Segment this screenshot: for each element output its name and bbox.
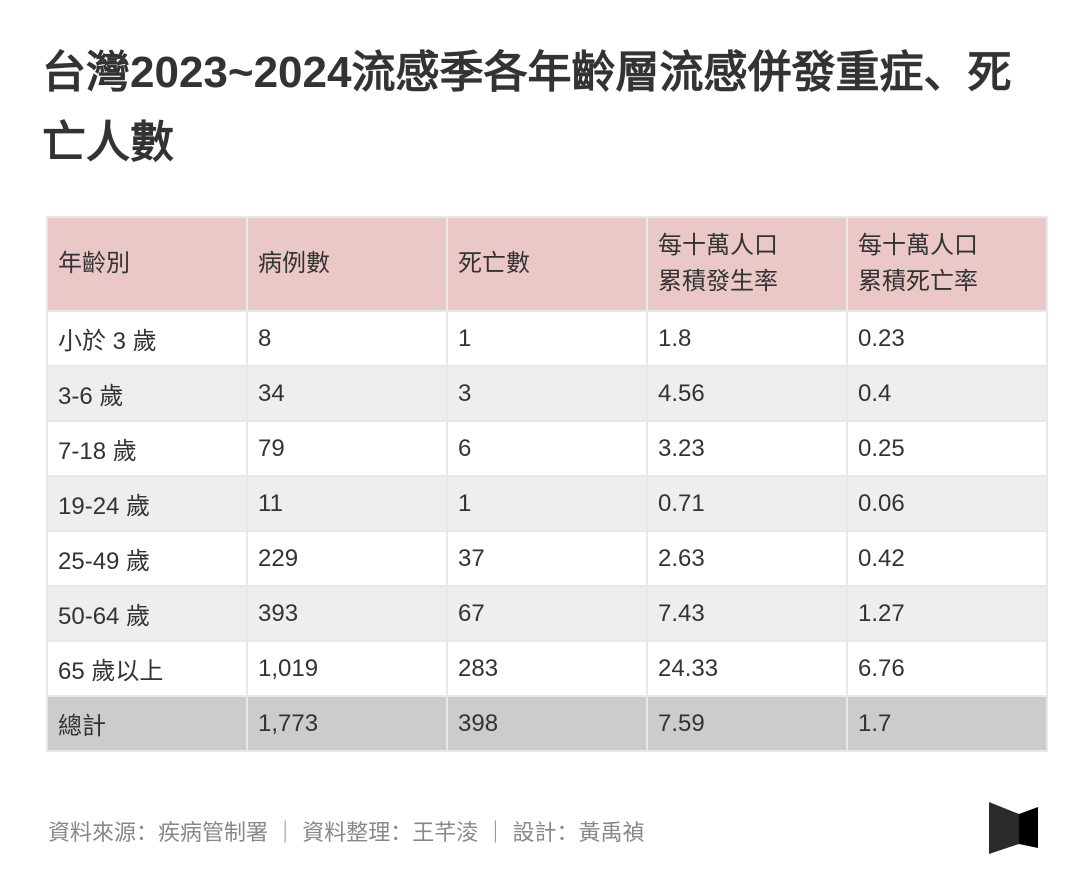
table-cell: 24.33 (646, 640, 848, 697)
table-cell: 0.4 (846, 365, 1048, 422)
source-credits: 資料來源：疾病管制署 ｜ 資料整理：王芊淩 ｜ 設計：黃禹禎 (48, 820, 645, 845)
table-cell: 11 (246, 475, 448, 532)
table-cell: 229 (246, 530, 448, 587)
table-cell: 1,773 (246, 695, 448, 752)
table-row: 50-64 歲 393 67 7.43 1.27 (46, 585, 1048, 642)
page-title: 台灣2023~2024流感季各年齡層流感併發重症、死亡人數 (42, 48, 1012, 167)
data-table: 年齡別 病例數 死亡數 每十萬人口 累積發生率 每十萬人口 累積死亡率 小於 3 歲 8 1 1.… (46, 216, 1048, 752)
publisher-logo-icon (989, 802, 1038, 854)
table-cell: 總計 (46, 695, 248, 752)
table-cell: 3.23 (646, 420, 848, 477)
table-cell: 6.76 (846, 640, 1048, 697)
table-header: 年齡別 病例數 死亡數 每十萬人口 累積發生率 每十萬人口 累積死亡率 (46, 216, 1048, 312)
column-header: 病例數 (246, 216, 448, 312)
table-cell: 7.43 (646, 585, 848, 642)
table-cell: 1 (446, 310, 648, 367)
table-cell: 8 (246, 310, 448, 367)
table-cell: 50-64 歲 (46, 585, 248, 642)
table-cell: 1.27 (846, 585, 1048, 642)
table-cell: 1,019 (246, 640, 448, 697)
table-cell: 0.42 (846, 530, 1048, 587)
table-row: 7-18 歲 79 6 3.23 0.25 (46, 420, 1048, 477)
total-row: 總計 1,773 398 7.59 1.7 (46, 695, 1048, 752)
table-cell: 7.59 (646, 695, 848, 752)
table-cell: 4.56 (646, 365, 848, 422)
table-cell: 7-18 歲 (46, 420, 248, 477)
table-cell: 6 (446, 420, 648, 477)
table-cell: 0.71 (646, 475, 848, 532)
table-cell: 1 (446, 475, 648, 532)
table-cell: 398 (446, 695, 648, 752)
table-row: 3-6 歲 34 3 4.56 0.4 (46, 365, 1048, 422)
table-cell: 小於 3 歲 (46, 310, 248, 367)
table-cell: 79 (246, 420, 448, 477)
table-cell: 67 (446, 585, 648, 642)
table-cell: 34 (246, 365, 448, 422)
table-cell: 0.06 (846, 475, 1048, 532)
table-cell: 283 (446, 640, 648, 697)
column-header: 死亡數 (446, 216, 648, 312)
column-header: 每十萬人口 累積死亡率 (846, 216, 1048, 312)
table-cell: 37 (446, 530, 648, 587)
table-cell: 1.8 (646, 310, 848, 367)
column-header: 年齡別 (46, 216, 248, 312)
table-row: 25-49 歲 229 37 2.63 0.42 (46, 530, 1048, 587)
table-row: 19-24 歲 11 1 0.71 0.06 (46, 475, 1048, 532)
table-cell: 65 歲以上 (46, 640, 248, 697)
table-cell: 3-6 歲 (46, 365, 248, 422)
table-cell: 19-24 歲 (46, 475, 248, 532)
table-row: 小於 3 歲 8 1 1.8 0.23 (46, 310, 1048, 367)
table-cell: 3 (446, 365, 648, 422)
table-row: 65 歲以上 1,019 283 24.33 6.76 (46, 640, 1048, 697)
table-cell: 393 (246, 585, 448, 642)
table-cell: 25-49 歲 (46, 530, 248, 587)
table-cell: 0.23 (846, 310, 1048, 367)
table-cell: 1.7 (846, 695, 1048, 752)
table-cell: 2.63 (646, 530, 848, 587)
table-cell: 0.25 (846, 420, 1048, 477)
column-header: 每十萬人口 累積發生率 (646, 216, 848, 312)
